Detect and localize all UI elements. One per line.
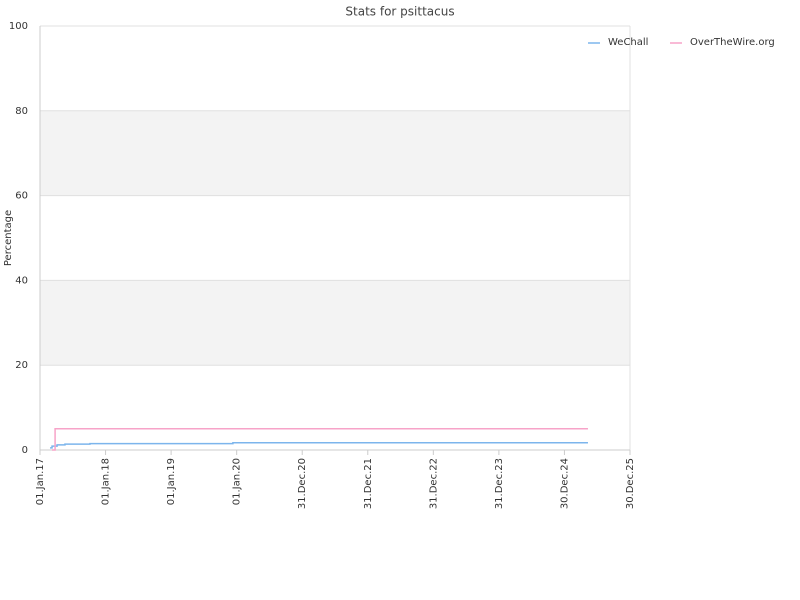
plot-band [40, 280, 630, 366]
y-tick-label: 40 [15, 275, 28, 286]
legend-label: WeChall [608, 37, 648, 48]
x-tick-label: 01.Jan.17 [35, 458, 46, 505]
legend-label: OverTheWire.org [690, 37, 775, 48]
y-tick-label: 80 [15, 106, 28, 117]
x-tick-label: 31.Dec.21 [363, 458, 374, 509]
x-tick-label: 01.Jan.19 [166, 458, 177, 505]
y-axis-label: Percentage [3, 210, 14, 266]
x-tick-label: 01.Jan.18 [101, 458, 112, 505]
chart-title: Stats for psittacus [345, 5, 454, 19]
y-tick-label: 20 [15, 360, 28, 371]
plot-band [40, 110, 630, 196]
y-tick-label: 60 [15, 191, 28, 202]
x-tick-label: 31.Dec.22 [428, 458, 439, 509]
series-line [52, 428, 588, 451]
x-tick-label: 01.Jan.20 [232, 458, 243, 505]
x-tick-label: 30.Dec.25 [625, 458, 636, 509]
x-tick-label: 30.Dec.24 [559, 458, 570, 509]
y-tick-label: 100 [9, 21, 28, 32]
x-tick-label: 31.Dec.20 [297, 458, 308, 509]
x-tick-label: 31.Dec.23 [494, 458, 505, 509]
y-tick-label: 0 [22, 445, 28, 456]
series-line [50, 442, 588, 449]
